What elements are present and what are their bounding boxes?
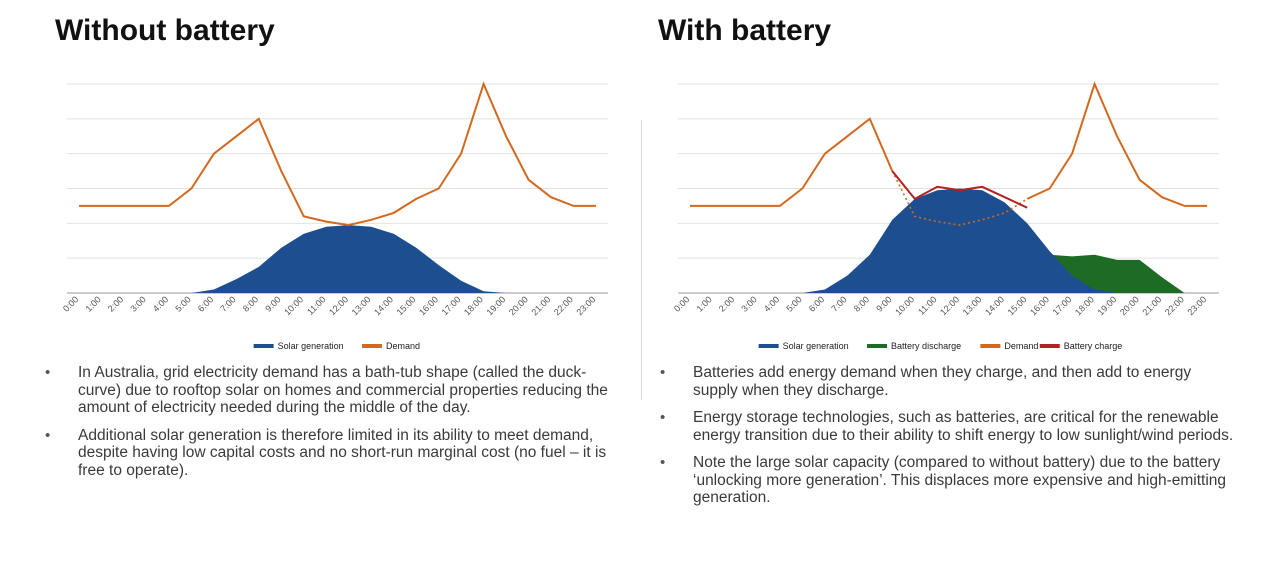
panel-title-without-battery: Without battery: [55, 14, 275, 47]
x-tick-label: 14:00: [983, 294, 1006, 317]
demand-line: [79, 81, 596, 227]
legend-label: Solar generation: [278, 341, 344, 351]
x-tick-label: 19:00: [1095, 294, 1118, 317]
x-tick-label: 7:00: [218, 294, 237, 313]
legend-swatch: [758, 344, 779, 348]
solar-generation-area: [690, 188, 1207, 293]
x-tick-label: 2:00: [106, 294, 125, 313]
x-tick-label: 15:00: [1006, 294, 1029, 317]
legend-label: Demand: [1004, 341, 1038, 351]
x-tick-label: 5:00: [173, 294, 192, 313]
x-tick-label: 1:00: [83, 294, 102, 313]
x-tick-label: 23:00: [574, 294, 597, 317]
x-tick-label: 11:00: [916, 294, 939, 317]
x-tick-label: 22:00: [1163, 294, 1186, 317]
legend-swatch: [253, 344, 274, 348]
x-tick-label: 12:00: [327, 294, 350, 317]
x-tick-label: 16:00: [417, 294, 440, 317]
bullet-item: • In Australia, grid electricity demand h…: [45, 364, 625, 417]
bullet-list-without-battery: • In Australia, grid electricity demand h…: [45, 364, 625, 489]
legend-swatch: [1039, 344, 1060, 348]
bullet-dot-icon: •: [660, 409, 666, 426]
x-tick-label: 9:00: [263, 294, 282, 313]
x-tick-label: 14:00: [372, 294, 395, 317]
bullet-item: • Additional solar generation is therefor…: [45, 427, 625, 480]
right-panel: With battery 0:00 1:00 2:00 3:00 4:00 5:00 6:0…: [620, 0, 1240, 565]
x-tick-label: 15:00: [395, 294, 418, 317]
x-tick-label: 9:00: [874, 294, 893, 313]
x-tick-label: 22:00: [552, 294, 575, 317]
bullet-text: In Australia, grid electricity demand ha…: [78, 364, 608, 416]
x-tick-label: 6:00: [807, 294, 826, 313]
x-tick-label: 4:00: [151, 294, 170, 313]
legend-swatch: [980, 344, 1001, 348]
bullet-text: Batteries add energy demand when they ch…: [693, 364, 1192, 399]
legend-swatch: [362, 344, 382, 348]
x-tick-label: 1:00: [694, 294, 713, 313]
left-panel: Without battery 0:00 1:00 2:00 3:00 4:00 5:00…: [0, 0, 620, 565]
x-tick-label: 18:00: [462, 294, 485, 317]
demand-line: [1026, 81, 1207, 207]
bullet-item: • Note the large solar capacity (compared…: [660, 454, 1240, 507]
x-tick-label: 3:00: [128, 294, 147, 313]
x-tick-label: 20:00: [507, 294, 530, 317]
x-tick-label: 21:00: [529, 294, 552, 317]
x-tick-label: 11:00: [305, 294, 328, 317]
x-tick-label: 8:00: [852, 294, 871, 313]
x-tick-label: 6:00: [196, 294, 215, 313]
legend-label: Battery charge: [1064, 341, 1123, 351]
bullet-text: Note the large solar capacity (compared …: [693, 454, 1227, 506]
x-tick-label: 17:00: [1051, 294, 1074, 317]
x-tick-label: 8:00: [241, 294, 260, 313]
legend-label: Battery discharge: [891, 341, 961, 351]
bullet-dot-icon: •: [660, 364, 666, 381]
bullet-list-with-battery: • Batteries add energy demand when they c…: [660, 364, 1240, 517]
x-tick-label: 20:00: [1118, 294, 1141, 317]
demand-line: [690, 117, 894, 207]
x-tick-label: 4:00: [762, 294, 781, 313]
bullet-dot-icon: •: [45, 426, 51, 444]
bullet-item: • Batteries add energy demand when they c…: [660, 364, 1240, 399]
panel-title-with-battery: With battery: [658, 14, 832, 47]
bullet-text: Energy storage technologies, such as bat…: [693, 409, 1234, 444]
x-tick-label: 17:00: [440, 294, 463, 317]
chart-without-battery: 0:00 1:00 2:00 3:00 4:00 5:00 6:00 7:00 8:00 9:00…: [61, 81, 608, 351]
bullet-item: • Energy storage technologies, such as ba…: [660, 409, 1240, 444]
solar-generation-area: [79, 225, 596, 293]
demand-dotted-line: [891, 170, 1028, 226]
bullet-text: Additional solar generation is therefore…: [78, 426, 607, 479]
x-tick-label: 5:00: [784, 294, 803, 313]
x-tick-label: 2:00: [717, 294, 736, 313]
x-tick-label: 0:00: [672, 294, 691, 313]
x-tick-label: 23:00: [1185, 294, 1208, 317]
x-tick-label: 13:00: [350, 294, 373, 317]
x-tick-label: 21:00: [1140, 294, 1163, 317]
x-tick-label: 18:00: [1073, 294, 1096, 317]
x-tick-label: 16:00: [1028, 294, 1051, 317]
x-tick-label: 12:00: [938, 294, 961, 317]
x-tick-label: 0:00: [61, 294, 80, 313]
x-tick-label: 10:00: [893, 294, 916, 317]
legend-label: Solar generation: [783, 341, 849, 351]
x-tick-label: 10:00: [282, 294, 305, 317]
bullet-dot-icon: •: [45, 364, 51, 381]
battery-charge-line: [891, 170, 1028, 209]
x-tick-label: 19:00: [484, 294, 507, 317]
x-tick-label: 13:00: [961, 294, 984, 317]
legend-swatch: [867, 344, 888, 348]
legend-label: Demand: [386, 341, 420, 351]
bullet-dot-icon: •: [660, 454, 666, 471]
panel-divider: [641, 120, 642, 400]
chart-with-battery: 0:00 1:00 2:00 3:00 4:00 5:00 6:00 7:00 8:00 9:00…: [672, 81, 1219, 351]
x-tick-label: 7:00: [829, 294, 848, 313]
x-tick-label: 3:00: [739, 294, 758, 313]
